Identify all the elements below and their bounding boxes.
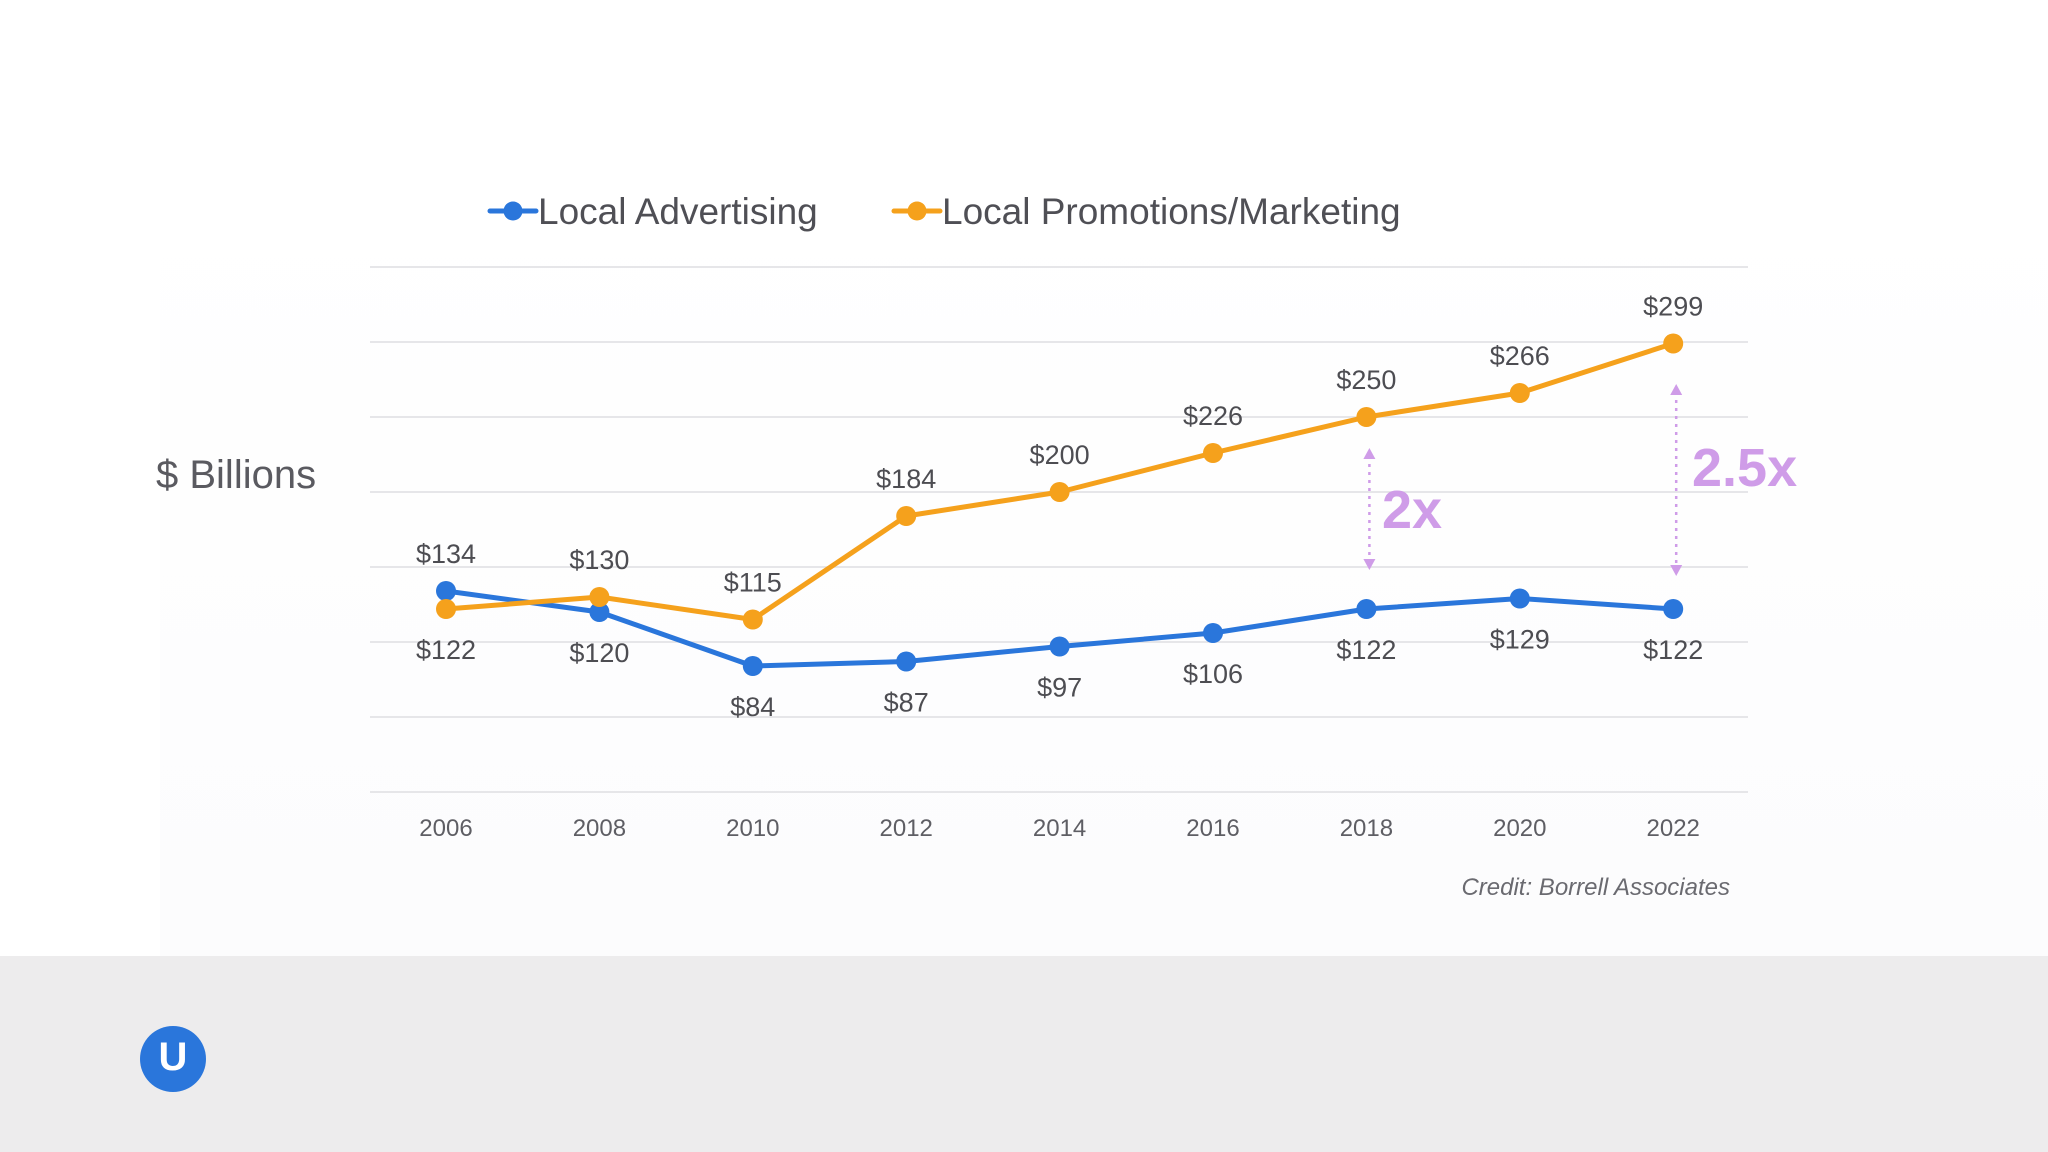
data-point-s2-2010 xyxy=(742,609,763,630)
legend: Local Advertising Local Promotions/Market… xyxy=(487,191,1401,232)
annotation-arrowhead-up xyxy=(1670,384,1683,395)
x-tick-label-2022: 2022 xyxy=(1647,815,1700,842)
series-lines xyxy=(443,341,1676,669)
data-point-s2-2006 xyxy=(436,599,456,619)
data-point-s1-2016 xyxy=(1203,623,1223,643)
x-tick-label-2006: 2006 xyxy=(419,815,472,842)
data-point-s1-2018 xyxy=(1356,599,1377,619)
data-label-s1-2018: $122 xyxy=(1336,635,1396,665)
data-point-s2-2016 xyxy=(1203,443,1223,463)
data-label-s1-2008: $120 xyxy=(569,638,629,668)
data-label-s2-2010: $115 xyxy=(724,568,782,598)
data-label-s2-2012: $184 xyxy=(876,464,936,494)
legend-label-1: Local Advertising xyxy=(538,191,818,232)
data-label-s2-2018: $250 xyxy=(1336,365,1396,395)
data-point-s1-2020 xyxy=(1509,588,1530,609)
data-label-s2-2016: $226 xyxy=(1183,401,1243,431)
data-label-s1-2012: $87 xyxy=(884,688,929,718)
annotation-arrowhead-down xyxy=(1670,565,1683,576)
data-label-s1-2014: $97 xyxy=(1037,673,1082,703)
data-label-s2-2014: $200 xyxy=(1030,440,1090,470)
data-label-s1-2016: $106 xyxy=(1183,659,1243,689)
data-label-s2-2020: $266 xyxy=(1490,341,1550,371)
legend-label-2: Local Promotions/Marketing xyxy=(942,191,1401,232)
x-tick-label-2008: 2008 xyxy=(573,815,626,842)
data-point-s2-2008 xyxy=(589,587,610,607)
legend-marker-2 xyxy=(907,201,927,221)
annotation-arrows: 2x 2.5x xyxy=(1363,384,1797,576)
x-tick-label-2010: 2010 xyxy=(726,815,779,842)
data-point-s1-2022 xyxy=(1663,599,1684,619)
data-point-s2-2012 xyxy=(896,506,917,526)
data-point-s1-2012 xyxy=(896,651,917,672)
data-labels: $134 $122 $120 $130 $84 $115 $87 $184 $97 $200 $10… xyxy=(416,292,1703,723)
data-point-s2-2020 xyxy=(1509,383,1530,403)
x-tick-label-2016: 2016 xyxy=(1186,815,1239,842)
annotation-arrowhead-down xyxy=(1363,559,1376,570)
data-point-s2-2014 xyxy=(1049,482,1070,502)
brand-logo-icon: U xyxy=(140,1026,206,1092)
x-axis-ticks: 2006 2008 2010 2012 2014 2016 2018 2020 2022 xyxy=(419,815,1700,842)
data-label-s2-2006: $122 xyxy=(416,635,476,665)
data-point-s1-2008 xyxy=(589,602,610,622)
x-tick-label-2012: 2012 xyxy=(880,815,933,842)
x-tick-label-2014: 2014 xyxy=(1033,815,1086,842)
data-label-s2-2008: $130 xyxy=(569,545,629,575)
data-label-s2-2022: $299 xyxy=(1643,292,1703,322)
legend-marker-1 xyxy=(503,201,523,221)
footer-bar xyxy=(0,956,2048,1152)
data-label-s1-2022: $122 xyxy=(1643,635,1703,665)
data-point-s1-2010 xyxy=(742,656,763,676)
data-label-s1-2020: $129 xyxy=(1490,625,1550,655)
data-point-s1-2014 xyxy=(1049,636,1070,657)
data-points xyxy=(436,333,1684,676)
series-line-2 xyxy=(443,341,1676,622)
y-axis-label: $ Billions xyxy=(156,453,316,497)
annotation-arrowhead-up xyxy=(1363,448,1376,459)
x-tick-label-2018: 2018 xyxy=(1340,815,1393,842)
data-label-s1-2010: $84 xyxy=(730,692,775,722)
data-point-s1-2006 xyxy=(436,581,456,601)
data-label-s1-2006: $134 xyxy=(416,539,476,569)
data-point-s2-2022 xyxy=(1663,333,1684,354)
annotation-multiplier: 2.5x xyxy=(1692,438,1797,498)
chart-panel xyxy=(160,190,2048,956)
x-tick-label-2020: 2020 xyxy=(1493,815,1546,842)
annotation-multiplier: 2x xyxy=(1382,480,1442,540)
data-point-s2-2018 xyxy=(1356,407,1377,427)
credit-note: Credit: Borrell Associates xyxy=(1461,874,1730,901)
